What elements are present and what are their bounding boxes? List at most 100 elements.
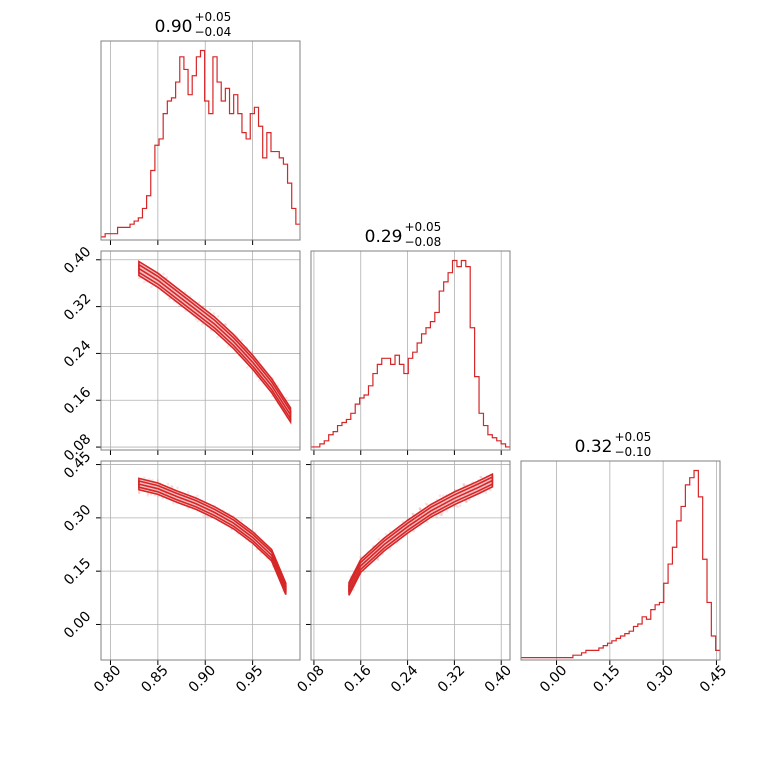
density-ridge-line xyxy=(348,479,493,590)
y-tick-label: 0.32 xyxy=(61,291,94,324)
sample-point xyxy=(426,520,429,524)
sample-point xyxy=(137,490,141,494)
sample-point xyxy=(150,285,153,289)
contour-line xyxy=(348,475,494,593)
sample-point xyxy=(176,486,179,490)
sample-point xyxy=(258,359,262,363)
sample-point xyxy=(388,547,392,551)
sample-point xyxy=(202,514,205,518)
contour-fill xyxy=(138,261,291,422)
sample-point xyxy=(435,515,438,519)
scatter-panel-0-2 xyxy=(100,460,301,661)
sample-point xyxy=(441,494,445,497)
x-tick-label: 0.08 xyxy=(294,662,327,695)
sample-point xyxy=(438,494,442,498)
sample-point xyxy=(240,338,244,342)
sample-point xyxy=(196,494,199,497)
sample-point xyxy=(143,476,146,480)
sample-point xyxy=(445,509,449,513)
panel-title: 0.32 xyxy=(575,437,613,457)
y-tick-label: 0.30 xyxy=(61,502,94,535)
title-plus-error: +0.05 xyxy=(615,430,652,444)
x-tick-label: 0.15 xyxy=(590,662,623,695)
y-tick-label: 0.16 xyxy=(61,384,94,417)
contour-line xyxy=(138,477,287,595)
sample-point xyxy=(226,345,230,348)
title-minus-error: −0.10 xyxy=(615,445,652,459)
x-tick-label: 0.80 xyxy=(91,662,124,695)
sample-point xyxy=(479,475,482,479)
sample-point xyxy=(206,515,209,519)
title-plus-error: +0.05 xyxy=(195,10,232,24)
sample-point xyxy=(146,492,150,495)
sample-point xyxy=(401,520,404,523)
y-tick-label: 0.15 xyxy=(61,555,94,588)
histogram-panel-2 xyxy=(520,460,721,661)
sample-point xyxy=(196,319,200,323)
sample-point xyxy=(462,482,465,486)
contour-fill xyxy=(349,474,493,596)
sample-point xyxy=(170,484,173,488)
sample-point xyxy=(424,502,428,506)
sample-point xyxy=(358,555,362,559)
sample-point xyxy=(216,336,219,339)
sample-point xyxy=(488,488,492,492)
x-tick-label: 0.85 xyxy=(138,662,171,695)
sample-point xyxy=(418,507,422,510)
panel-title: 0.29 xyxy=(365,227,403,247)
sample-point xyxy=(201,323,204,326)
sample-point xyxy=(162,272,165,276)
sample-point xyxy=(156,479,160,482)
sample-point xyxy=(259,551,262,555)
sample-point xyxy=(441,511,444,515)
contour-line xyxy=(138,260,292,425)
histogram-panel-0 xyxy=(100,40,301,241)
sample-point xyxy=(376,558,380,561)
sample-point xyxy=(165,276,169,279)
sample-point xyxy=(426,503,429,506)
sample-point xyxy=(465,499,468,503)
sample-point xyxy=(439,513,443,516)
sample-point xyxy=(258,378,261,382)
y-tick-label: 0.40 xyxy=(61,244,94,277)
sample-point xyxy=(217,315,220,318)
density-ridge-line xyxy=(138,267,292,416)
sample-point xyxy=(240,518,243,522)
contour-line xyxy=(138,263,292,422)
sample-point xyxy=(137,276,141,280)
sample-point xyxy=(197,300,201,304)
sample-point xyxy=(187,507,191,510)
x-tick-label: 0.30 xyxy=(644,662,677,695)
contour-line xyxy=(138,479,287,593)
sample-point xyxy=(362,570,366,573)
sample-point xyxy=(418,507,422,510)
title-plus-error: +0.05 xyxy=(405,220,442,234)
sample-point xyxy=(484,491,488,495)
x-tick-label: 0.00 xyxy=(537,662,570,695)
sample-point xyxy=(411,512,415,516)
sample-point xyxy=(456,505,460,509)
sample-point xyxy=(170,485,174,489)
x-tick-label: 0.95 xyxy=(233,662,266,695)
y-tick-label: 0.00 xyxy=(61,608,94,641)
x-tick-label: 0.90 xyxy=(186,662,219,695)
title-minus-error: −0.04 xyxy=(195,25,232,39)
sample-point xyxy=(440,513,443,517)
x-tick-label: 0.40 xyxy=(482,662,515,695)
sample-point xyxy=(143,280,146,284)
x-tick-label: 0.45 xyxy=(697,662,730,695)
sample-point xyxy=(458,504,462,508)
histogram-step-line xyxy=(521,469,720,659)
sample-point xyxy=(194,317,198,321)
sample-point xyxy=(465,500,468,504)
sample-point xyxy=(285,396,288,400)
sample-point xyxy=(146,494,150,497)
sample-point xyxy=(454,504,458,508)
sample-point xyxy=(411,512,415,516)
sample-point xyxy=(168,297,171,300)
panel-title: 0.90 xyxy=(155,17,193,37)
y-tick-label: 0.24 xyxy=(61,337,94,370)
sample-point xyxy=(246,366,249,369)
histogram-step-line xyxy=(101,49,300,238)
